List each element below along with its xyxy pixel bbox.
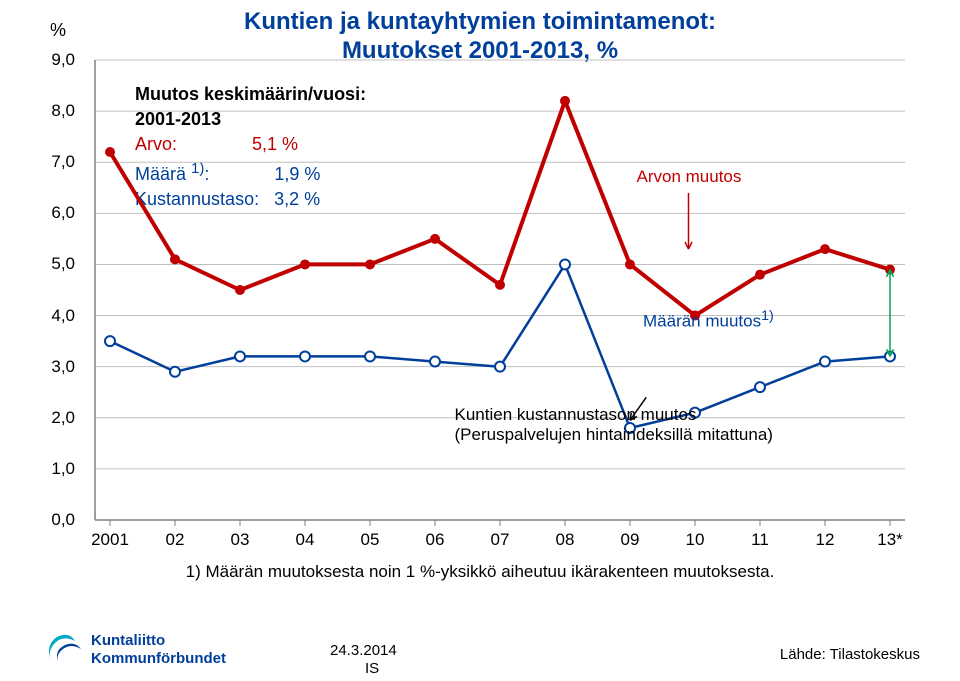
date-label: 24.3.2014 (330, 642, 397, 659)
x-tick-label: 12 (816, 530, 835, 550)
y-tick-label: 1,0 (25, 459, 75, 479)
y-tick-label: 2,0 (25, 408, 75, 428)
kuntaliitto-logo: Kuntaliitto Kommunförbundet (45, 627, 310, 669)
y-tick-label: 5,0 (25, 254, 75, 274)
y-tick-label: 0,0 (25, 510, 75, 530)
annotation-kustannustaso: Kuntien kustannustason muutos (Peruspalv… (455, 405, 773, 445)
x-tick-label: 05 (361, 530, 380, 550)
y-tick-label: 4,0 (25, 306, 75, 326)
annotation-maaran-muutos: Määrän muutos1) (643, 308, 774, 332)
annotation-arvon-muutos: Arvon muutos (637, 167, 742, 187)
x-tick-label: 02 (166, 530, 185, 550)
x-tick-label: 08 (556, 530, 575, 550)
x-tick-label: 04 (296, 530, 315, 550)
x-tick-label: 11 (751, 530, 769, 550)
y-tick-label: 9,0 (25, 50, 75, 70)
y-tick-label: 3,0 (25, 357, 75, 377)
source-label: Lähde: Tilastokeskus (780, 646, 920, 663)
footnote: 1) Määrän muutoksesta noin 1 %-yksikkö a… (0, 562, 960, 582)
x-tick-label: 10 (686, 530, 705, 550)
svg-text:Kuntaliitto: Kuntaliitto (91, 632, 165, 649)
svg-text:Kommunförbundet: Kommunförbundet (91, 650, 226, 667)
line-chart (85, 45, 915, 545)
y-tick-label: 6,0 (25, 203, 75, 223)
x-tick-label: 06 (426, 530, 445, 550)
x-tick-label: 09 (621, 530, 640, 550)
y-tick-label: 7,0 (25, 152, 75, 172)
x-tick-label: 2001 (91, 530, 129, 550)
is-label: IS (365, 660, 379, 677)
x-tick-label: 13* (877, 530, 903, 550)
x-tick-label: 07 (491, 530, 510, 550)
y-axis-unit: % (50, 20, 66, 41)
y-tick-label: 8,0 (25, 101, 75, 121)
x-tick-label: 03 (231, 530, 250, 550)
